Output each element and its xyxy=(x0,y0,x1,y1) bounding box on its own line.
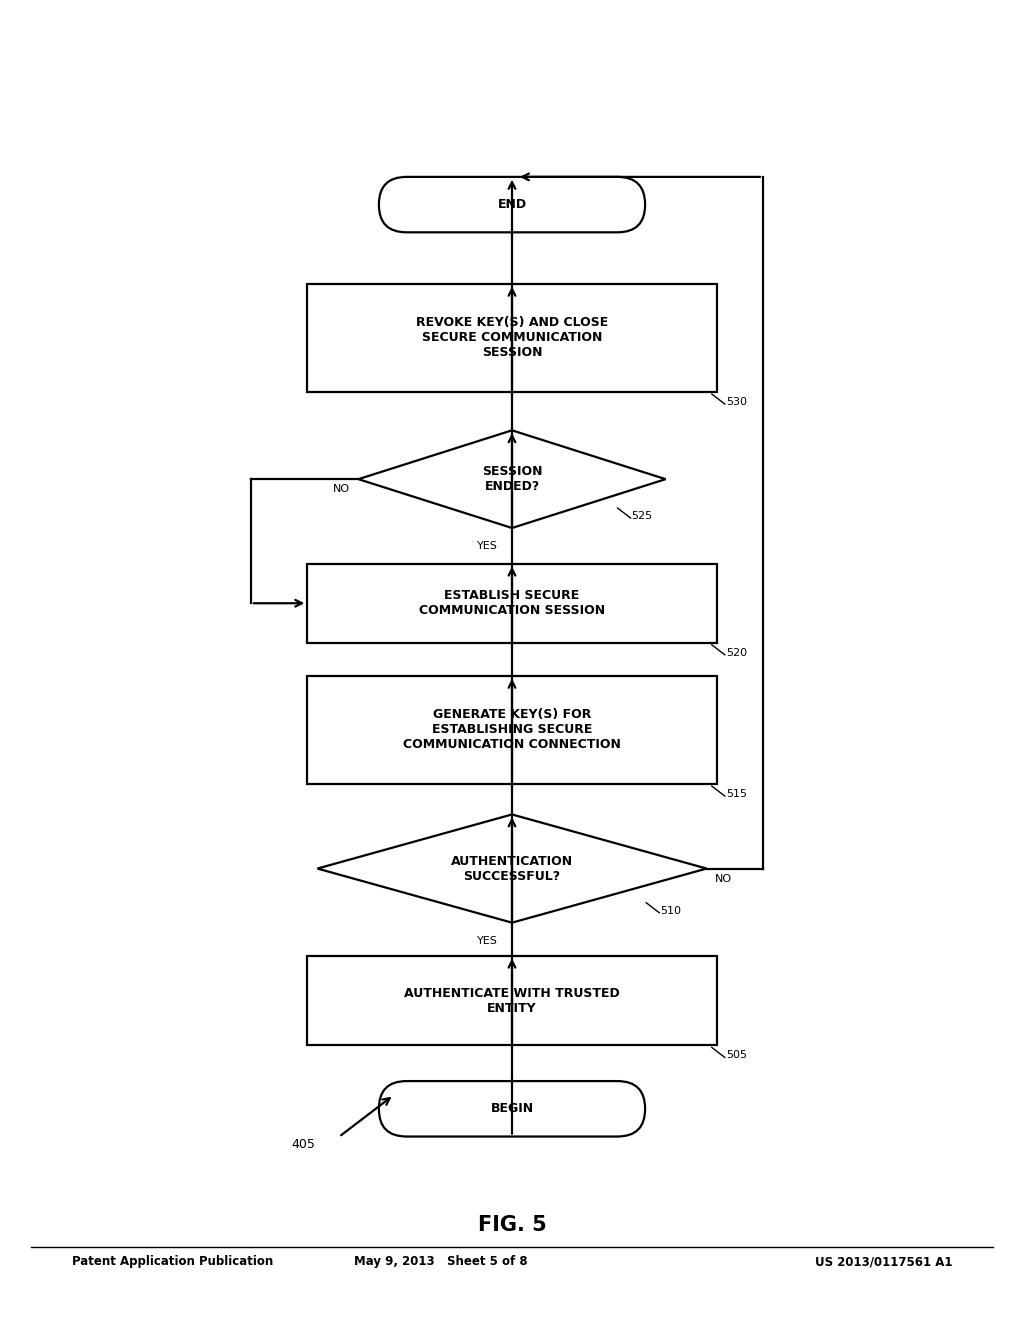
Text: May 9, 2013   Sheet 5 of 8: May 9, 2013 Sheet 5 of 8 xyxy=(353,1255,527,1269)
Text: US 2013/0117561 A1: US 2013/0117561 A1 xyxy=(815,1255,952,1269)
Text: 405: 405 xyxy=(291,1138,314,1151)
Bar xyxy=(307,956,717,1045)
Text: NO: NO xyxy=(333,484,350,494)
Bar xyxy=(307,676,717,784)
Polygon shape xyxy=(317,814,707,923)
Text: SESSION
ENDED?: SESSION ENDED? xyxy=(481,465,543,494)
Text: FIG. 5: FIG. 5 xyxy=(477,1214,547,1236)
Text: 510: 510 xyxy=(660,906,681,916)
Text: 520: 520 xyxy=(726,648,746,657)
Text: YES: YES xyxy=(476,541,498,550)
Text: 505: 505 xyxy=(726,1051,746,1060)
Text: AUTHENTICATE WITH TRUSTED
ENTITY: AUTHENTICATE WITH TRUSTED ENTITY xyxy=(404,986,620,1015)
Bar xyxy=(307,564,717,643)
Polygon shape xyxy=(358,430,666,528)
Text: END: END xyxy=(498,198,526,211)
Text: GENERATE KEY(S) FOR
ESTABLISHING SECURE
COMMUNICATION CONNECTION: GENERATE KEY(S) FOR ESTABLISHING SECURE … xyxy=(403,709,621,751)
Text: BEGIN: BEGIN xyxy=(490,1102,534,1115)
FancyBboxPatch shape xyxy=(379,177,645,232)
Text: 515: 515 xyxy=(726,789,746,799)
Text: Patent Application Publication: Patent Application Publication xyxy=(72,1255,273,1269)
Text: 530: 530 xyxy=(726,397,746,407)
Text: REVOKE KEY(S) AND CLOSE
SECURE COMMUNICATION
SESSION: REVOKE KEY(S) AND CLOSE SECURE COMMUNICA… xyxy=(416,317,608,359)
Text: ESTABLISH SECURE
COMMUNICATION SESSION: ESTABLISH SECURE COMMUNICATION SESSION xyxy=(419,589,605,618)
Text: NO: NO xyxy=(715,874,732,883)
FancyBboxPatch shape xyxy=(379,1081,645,1137)
Text: AUTHENTICATION
SUCCESSFUL?: AUTHENTICATION SUCCESSFUL? xyxy=(451,854,573,883)
Text: 525: 525 xyxy=(632,511,652,521)
Bar xyxy=(307,284,717,392)
Text: YES: YES xyxy=(476,936,498,945)
